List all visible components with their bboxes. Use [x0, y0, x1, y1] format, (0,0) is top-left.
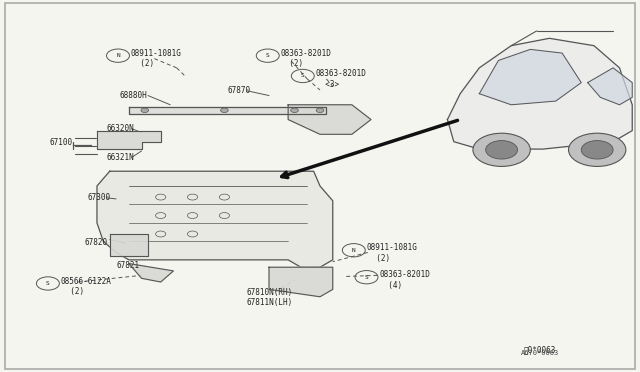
Text: S: S — [266, 53, 269, 58]
Text: 68880H: 68880H — [119, 91, 147, 100]
Circle shape — [581, 141, 613, 159]
Text: 67820: 67820 — [84, 238, 108, 247]
Polygon shape — [129, 263, 173, 282]
Text: 67300: 67300 — [88, 193, 111, 202]
Text: 67810N(RH)
67811N(LH): 67810N(RH) 67811N(LH) — [246, 288, 293, 307]
Polygon shape — [109, 234, 148, 256]
Polygon shape — [97, 131, 161, 149]
Polygon shape — [588, 68, 632, 105]
Circle shape — [473, 133, 531, 166]
Text: 08911-1081G
  (2): 08911-1081G (2) — [131, 49, 182, 68]
Polygon shape — [129, 107, 326, 114]
Text: 66320N: 66320N — [106, 124, 134, 133]
Polygon shape — [97, 171, 333, 267]
Text: ͧ0*0063: ͧ0*0063 — [524, 346, 556, 355]
Polygon shape — [288, 105, 371, 134]
Circle shape — [291, 108, 298, 112]
Text: 08566-6122A
  (2): 08566-6122A (2) — [61, 277, 111, 296]
Text: 08911-1081G
  (2): 08911-1081G (2) — [367, 244, 417, 263]
Circle shape — [316, 108, 324, 112]
Polygon shape — [479, 49, 581, 105]
Circle shape — [486, 141, 518, 159]
Text: S: S — [46, 281, 50, 286]
Circle shape — [141, 108, 148, 112]
Text: 08363-8201D
  <3>: 08363-8201D <3> — [316, 69, 367, 89]
Text: 08363-8201D
  (4): 08363-8201D (4) — [380, 270, 430, 290]
Circle shape — [568, 133, 626, 166]
Polygon shape — [269, 267, 333, 297]
Text: 67100: 67100 — [49, 138, 72, 147]
Text: 08363-8201D
  (2): 08363-8201D (2) — [280, 49, 332, 68]
Text: 67870: 67870 — [228, 86, 251, 95]
Text: N: N — [116, 53, 120, 58]
Polygon shape — [447, 38, 632, 149]
Text: 66321N: 66321N — [106, 153, 134, 162]
Circle shape — [221, 108, 228, 112]
Text: A670*0063: A670*0063 — [521, 350, 559, 356]
Text: N: N — [352, 248, 356, 253]
Text: 67821: 67821 — [116, 261, 140, 270]
Text: S: S — [365, 275, 369, 280]
Text: S: S — [301, 74, 305, 78]
